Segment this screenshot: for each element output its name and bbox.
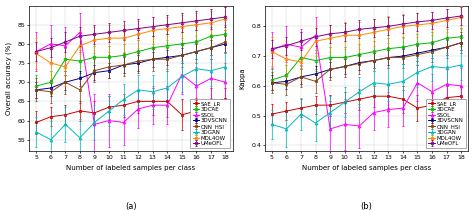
- Text: (b): (b): [361, 202, 373, 210]
- Y-axis label: Overall accuracy (%): Overall accuracy (%): [6, 42, 12, 115]
- Text: (a): (a): [125, 202, 137, 210]
- Legend: SAE_LR, 3DCAE, SSOL, 3DVSCNN, CNN_HSI, 3DGAN, MDL4OW, UMeOFL: SAE_LR, 3DCAE, SSOL, 3DVSCNN, CNN_HSI, 3…: [191, 99, 230, 148]
- X-axis label: Number of labeled samples per class: Number of labeled samples per class: [302, 165, 431, 171]
- Legend: SAE_LR, 3DCAE, SSOL, 3DVSCNN, CNN_HSI, 3DGAN, MDL4OW, UMeOFL: SAE_LR, 3DCAE, SSOL, 3DVSCNN, CNN_HSI, 3…: [426, 99, 465, 148]
- Y-axis label: Kappa: Kappa: [240, 68, 246, 89]
- X-axis label: Number of labeled samples per class: Number of labeled samples per class: [66, 165, 195, 171]
